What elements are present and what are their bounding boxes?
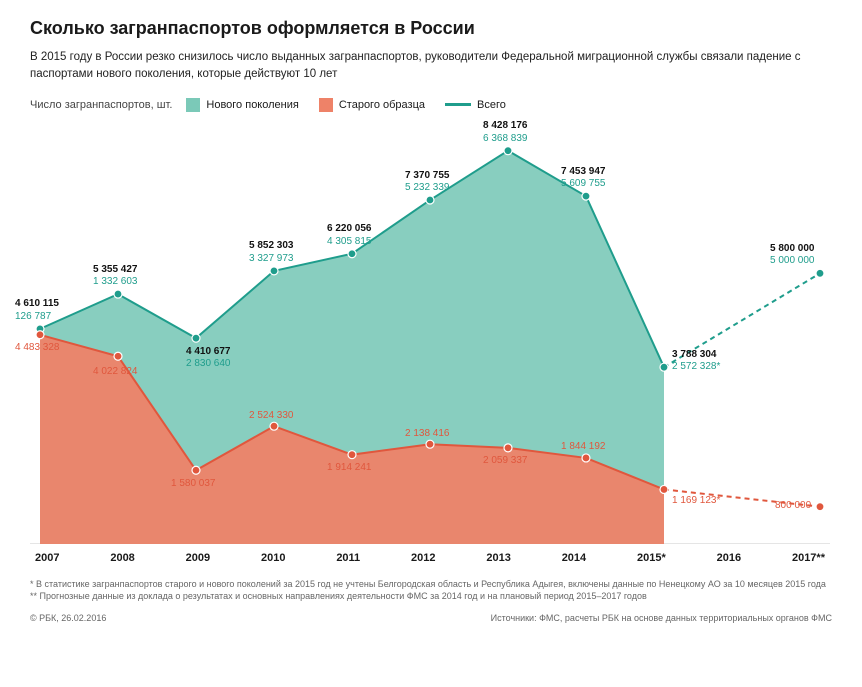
x-tick: 2008	[110, 552, 134, 564]
legend-caption: Число загранпаспортов, шт.	[30, 99, 172, 111]
data-label: 3 788 3042 572 328*	[672, 349, 720, 374]
x-tick: 2009	[186, 552, 210, 564]
swatch-new	[186, 98, 200, 112]
footnote-1: * В статистике загранпаспортов старого и…	[30, 578, 832, 591]
data-label: 4 022 824	[93, 366, 138, 379]
data-label: 2 138 416	[405, 428, 450, 441]
data-label: 6 220 0564 305 815	[327, 223, 372, 248]
data-label: 4 610 115126 787	[15, 298, 59, 323]
x-tick: 2007	[35, 552, 59, 564]
legend-item-old: Старого образца	[319, 98, 425, 112]
footer-sources: Источники: ФМС, расчеты РБК на основе да…	[491, 613, 832, 623]
data-label: 5 355 4271 332 603	[93, 264, 138, 289]
chart-area: 4 610 115126 7874 483 3285 355 4271 332 …	[30, 124, 830, 544]
swatch-old	[319, 98, 333, 112]
x-tick: 2015*	[637, 552, 666, 564]
data-label: 1 914 241	[327, 462, 372, 475]
x-tick: 2013	[486, 552, 510, 564]
data-label: 4 410 6772 830 640	[186, 346, 231, 371]
x-tick: 2016	[717, 552, 741, 564]
x-tick: 2011	[336, 552, 360, 564]
data-label: 7 370 7555 232 339	[405, 170, 450, 195]
footer: © РБК, 26.02.2016 Источники: ФМС, расчет…	[30, 613, 832, 623]
footnote-2: ** Прогнозные данные из доклада о резуль…	[30, 590, 832, 603]
legend-item-new: Нового поколения	[186, 98, 298, 112]
data-label: 1 169 123*	[672, 495, 720, 508]
data-label: 5 852 3033 327 973	[249, 240, 294, 265]
legend: Число загранпаспортов, шт. Нового поколе…	[30, 98, 832, 112]
x-tick: 2014	[562, 552, 586, 564]
data-label: 5 800 0005 000 000	[770, 243, 815, 268]
legend-item-total: Всего	[445, 99, 506, 111]
x-tick: 2017**	[792, 552, 825, 564]
x-axis: 2007 2008 2009 2010 2011 2012 2013 2014 2015* 201…	[30, 552, 830, 564]
legend-total-label: Всего	[477, 99, 506, 111]
legend-old-label: Старого образца	[339, 99, 425, 111]
data-label: 8 428 1766 368 839	[483, 120, 528, 145]
data-label: 4 483 328	[15, 342, 60, 355]
chart-subtitle: В 2015 году в России резко снизилось чис…	[30, 49, 832, 84]
footer-copyright: © РБК, 26.02.2016	[30, 613, 106, 623]
data-label: 2 059 337	[483, 455, 528, 468]
footnotes: * В статистике загранпаспортов старого и…	[30, 578, 832, 603]
data-label: 1 580 037	[171, 478, 216, 491]
x-tick: 2012	[411, 552, 435, 564]
x-tick: 2010	[261, 552, 285, 564]
chart-title: Сколько загранпаспортов оформляется в Ро…	[30, 18, 832, 39]
legend-new-label: Нового поколения	[206, 99, 298, 111]
data-label: 1 844 192	[561, 441, 606, 454]
data-label: 2 524 330	[249, 410, 294, 423]
data-label: 7 453 9475 609 755	[561, 166, 606, 191]
data-label: 800 000	[775, 500, 811, 513]
swatch-total	[445, 103, 471, 106]
